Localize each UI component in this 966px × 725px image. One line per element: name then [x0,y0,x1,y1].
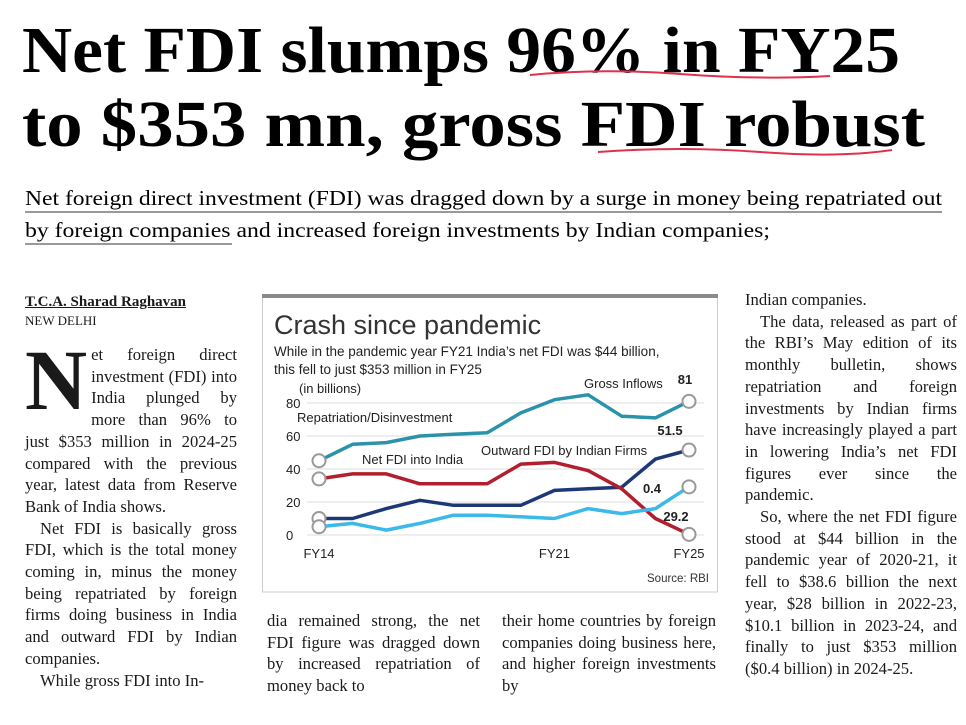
chart-title: Crash since pandemic [274,310,541,340]
paragraph: their home countries by foreign companie… [502,611,716,696]
pen-underline [529,70,831,79]
column: dia remained strong, the net FDI figure … [267,610,480,697]
paragraph: So, where the net FDI figure stood at $4… [745,507,957,678]
byline-author: T.C.A. Sharad Raghavan [25,294,187,310]
series-line [318,393,690,463]
end-marker [311,519,327,535]
paragraph: dia remained strong, the net FDI figure … [267,611,480,696]
end-marker [681,393,697,409]
y-tick-label: 60 [286,429,300,444]
end-marker [681,479,697,495]
series-line [318,460,690,536]
column: Indian companies. The data, released as … [745,289,957,680]
series-label: Outward FDI by Indian Firms [481,443,648,458]
y-tick-label: 40 [286,462,300,477]
headline-line: to $353 mn, gross FDI robust [22,88,925,161]
subtitle-line: by foreign companies and increased forei… [25,218,770,242]
series-label: Net FDI into India [362,452,464,467]
value-label: 81 [678,372,692,387]
paragraph: Indian companies. [745,290,867,309]
paragraph: The data, released as part of the RBI’s … [745,311,957,505]
series-label: Gross Inflows [584,376,663,391]
value-label: 51.5 [657,423,682,438]
unit-label: (in billions) [299,381,361,396]
chart-subtitle: this fell to just $353 million in FY25 [274,362,482,377]
y-tick-label: 20 [286,495,300,510]
end-marker [311,471,327,487]
y-tick-label: 0 [286,528,293,543]
x-tick-label: FY25 [673,546,704,561]
value-label: 29.2 [663,509,688,524]
source: Source: RBI [647,573,709,585]
header: Net FDI slumps 96% in FY25 to $353 mn, g… [22,14,942,245]
byline-location: NEW DELHI [25,313,97,328]
pen-underline [597,148,893,156]
chart: Crash since pandemic While in the pandem… [262,294,718,593]
headline-line: Net FDI slumps 96% in FY25 [22,14,900,87]
x-tick-label: FY14 [303,546,334,561]
series-label: Repatriation/Disinvestment [297,410,453,425]
paragraph: Net FDI is basically gross FDI, which is… [25,518,237,668]
chart-top-rule [262,294,718,298]
series-line [318,485,690,532]
paragraph-text: et foreign direct investment (FDI) into … [25,345,237,516]
x-tick-label: FY21 [539,546,570,561]
drop-cap: N [25,332,88,428]
end-marker [681,526,697,542]
chart-frame [262,295,718,593]
value-label: 0.4 [643,481,662,496]
subtitle-line: Net foreign direct investment (FDI) was … [25,186,942,210]
end-marker [311,453,327,469]
series-line [319,448,690,521]
chart-subtitle: While in the pandemic year FY21 India’s … [274,344,659,359]
paragraph: While gross FDI into In- [40,670,205,690]
end-marker [681,442,697,458]
y-tick-label: 80 [286,396,300,411]
column: their home countries by foreign companie… [502,610,716,697]
